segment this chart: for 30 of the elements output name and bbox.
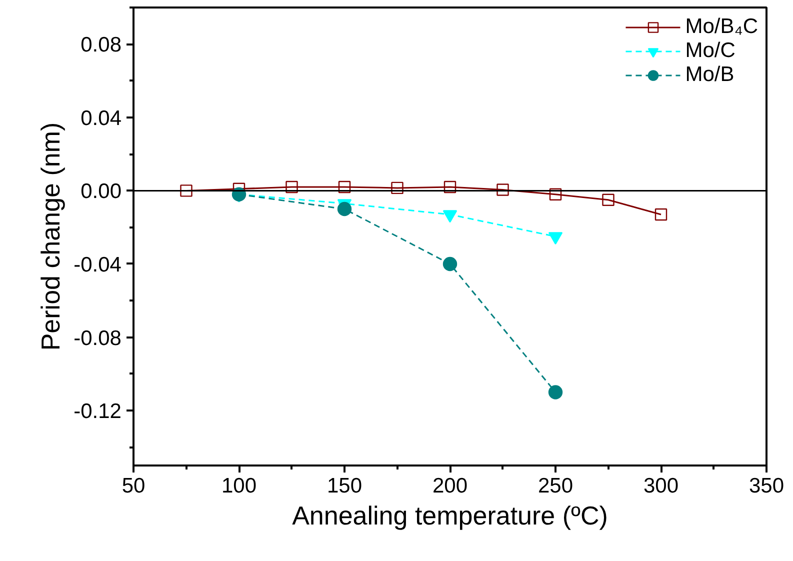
point xyxy=(548,385,563,400)
point xyxy=(602,194,614,206)
x-axis-title: Annealing temperature (ºC) xyxy=(292,500,608,530)
point xyxy=(391,182,404,194)
point xyxy=(654,208,668,221)
y-tick-label: 0.08 xyxy=(80,34,122,57)
point xyxy=(442,256,458,272)
point xyxy=(337,202,352,216)
x-tick-label: 200 xyxy=(432,474,468,498)
y-tick-label: -0.04 xyxy=(74,253,122,276)
point xyxy=(496,184,509,196)
x-tick-label: 350 xyxy=(748,474,784,498)
legend-label: Mo/B xyxy=(685,63,734,87)
point xyxy=(180,184,192,197)
y-axis-title: Period change (nm) xyxy=(36,122,66,351)
point xyxy=(549,188,562,200)
y-tick-label: 0.04 xyxy=(80,106,122,130)
legend-label: Mo/B₄C xyxy=(685,15,758,39)
point xyxy=(286,180,298,194)
point xyxy=(338,180,351,194)
y-tick-label: -0.12 xyxy=(74,400,122,424)
legend-label: Mo/C xyxy=(685,39,736,63)
x-tick-label: 150 xyxy=(326,474,362,498)
y-tick-label: -0.08 xyxy=(74,326,122,350)
x-tick-label: 100 xyxy=(221,474,257,498)
y-tick-label: 0.00 xyxy=(80,180,122,204)
x-tick-label: 250 xyxy=(538,474,574,498)
point xyxy=(444,180,456,194)
x-tick-label: 50 xyxy=(122,474,146,498)
x-tick-label: 300 xyxy=(643,474,679,498)
